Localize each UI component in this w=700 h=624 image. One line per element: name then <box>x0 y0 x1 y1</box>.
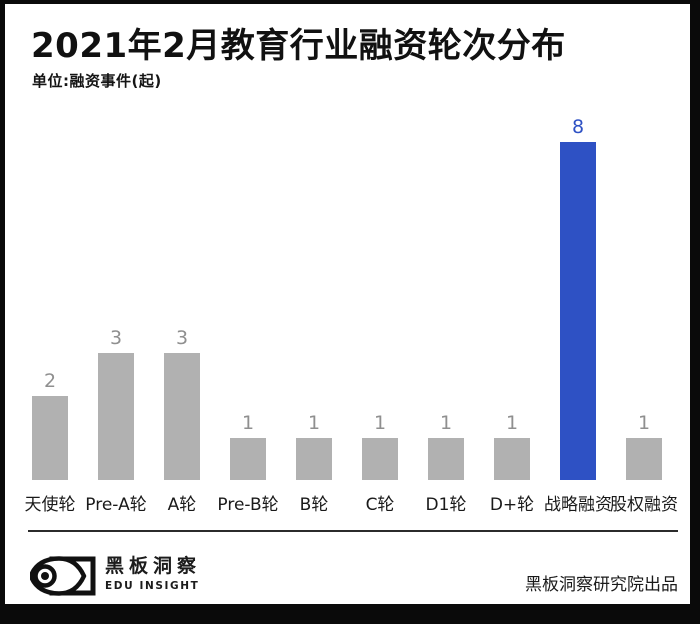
category-label: Pre-B轮 <box>217 495 279 515</box>
logo-name-cn: 黑板洞察 <box>105 555 202 577</box>
chart-title: 2021年2月教育行业融资轮次分布 <box>31 26 566 66</box>
category-label: D+轮 <box>489 495 535 515</box>
category-axis: 天使轮 Pre-A轮 A轮 Pre-B轮 B轮 C轮 D1轮 D+轮 战略融资 股权融资 <box>17 490 679 515</box>
bar-column: 1 <box>611 412 677 480</box>
credit-text: 黑板洞察研究院出品 <box>525 575 678 595</box>
bar <box>362 437 398 480</box>
category-label: 战略融资 <box>544 495 612 515</box>
bar-column: 1 <box>347 412 413 480</box>
bar-column: 8 <box>545 116 611 480</box>
bar-column: 1 <box>215 412 281 480</box>
bar <box>164 353 200 480</box>
value-label: 2 <box>43 369 57 392</box>
value-label: 1 <box>637 411 651 434</box>
bar-column: 2 <box>17 369 83 480</box>
bar-column: 3 <box>83 327 149 480</box>
bar <box>560 142 596 480</box>
bar <box>626 437 662 480</box>
bar-column: 1 <box>281 412 347 480</box>
bar <box>428 437 464 480</box>
category-label: A轮 <box>167 495 197 515</box>
footer-divider <box>28 530 678 532</box>
bar <box>230 437 266 480</box>
bar-chart: 2 3 3 1 1 1 1 1 8 1 <box>17 116 677 480</box>
bar <box>32 395 68 480</box>
category-label: D1轮 <box>425 495 467 515</box>
value-label: 3 <box>109 327 123 350</box>
bar <box>296 437 332 480</box>
eye-logo-icon <box>30 556 96 596</box>
category-label: C轮 <box>365 495 395 515</box>
category-label: Pre-A轮 <box>85 495 147 515</box>
bar <box>98 353 134 480</box>
value-label: 1 <box>373 411 387 434</box>
logo-text-block: 黑板洞察 EDU INSIGHT <box>105 555 201 592</box>
bar-column: 3 <box>149 327 215 480</box>
value-label: 1 <box>307 411 321 434</box>
value-label: 1 <box>241 411 255 434</box>
category-label: 股权融资 <box>610 495 678 515</box>
value-label: 1 <box>439 411 453 434</box>
value-label: 1 <box>505 411 519 434</box>
bar-column: 1 <box>413 412 479 480</box>
unit-label: 单位:融资事件(起) <box>32 72 162 90</box>
value-label: 3 <box>175 327 189 350</box>
bar-column: 1 <box>479 412 545 480</box>
category-label: B轮 <box>299 495 329 515</box>
logo-name-en: EDU INSIGHT <box>105 580 200 592</box>
value-label: 8 <box>571 116 585 138</box>
bar <box>494 437 530 480</box>
category-label: 天使轮 <box>24 495 76 515</box>
